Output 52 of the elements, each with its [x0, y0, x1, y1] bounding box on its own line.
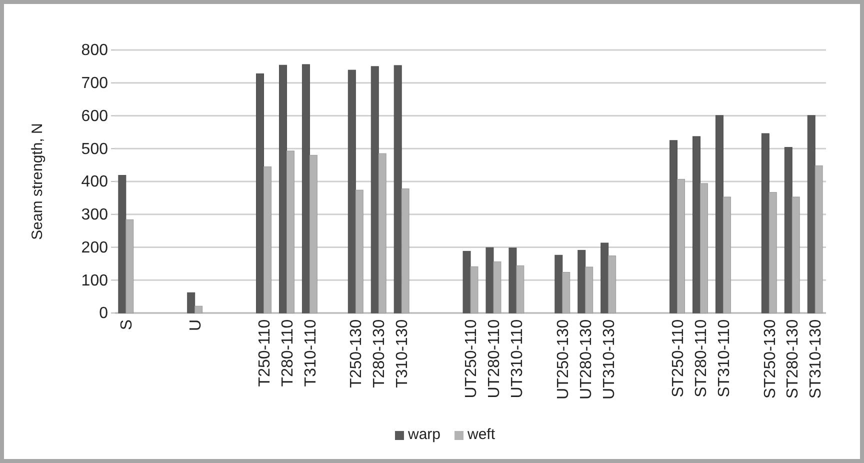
- bar: [784, 147, 792, 314]
- x-tick-label: UT250-130: [554, 319, 572, 400]
- x-tick-label: ST280-110: [692, 319, 710, 398]
- x-tick-label: ST310-130: [808, 319, 825, 399]
- x-tick-label: S: [118, 319, 136, 330]
- x-tick-label: T250-110: [256, 319, 274, 387]
- y-tick-label: 800: [81, 42, 108, 60]
- x-tick-label: UT280-110: [486, 319, 504, 398]
- legend-label: weft: [466, 426, 496, 443]
- bar: [279, 64, 287, 314]
- bar: [394, 65, 402, 314]
- y-axis-title: Seam strength, N: [29, 123, 46, 240]
- x-tick-label: T280-130: [371, 319, 388, 388]
- y-tick-label: 500: [81, 140, 108, 158]
- bar: [370, 66, 379, 314]
- bar: [256, 73, 264, 314]
- y-tick-label: 200: [81, 239, 108, 256]
- x-tick-label: UT310-130: [600, 319, 618, 400]
- bar: [692, 136, 700, 314]
- y-tick-label: 600: [81, 108, 108, 125]
- x-tick-label: T310-130: [394, 319, 412, 388]
- bar: [348, 70, 356, 314]
- x-tick-label: ST280-130: [784, 319, 802, 399]
- legend-label: warp: [406, 426, 440, 443]
- x-tick-label: UT280-130: [578, 319, 595, 400]
- bar: [670, 140, 678, 314]
- bar: [807, 115, 816, 314]
- y-tick-label: 300: [81, 206, 108, 224]
- bar: [187, 292, 196, 314]
- bar: [578, 250, 586, 314]
- x-tick-label: ST310-110: [716, 319, 733, 398]
- bar: [600, 242, 609, 314]
- y-tick-label: 400: [81, 174, 108, 191]
- x-tick-label: ST250-110: [670, 319, 687, 398]
- bar: [715, 115, 724, 314]
- bar: [462, 250, 471, 314]
- x-tick-label: T280-110: [279, 319, 296, 387]
- bar: [554, 254, 563, 314]
- bar: [761, 133, 770, 314]
- x-tick-label: UT310-110: [509, 319, 526, 398]
- x-tick-label: ST250-130: [762, 319, 779, 399]
- x-tick-label: UT250-110: [463, 319, 480, 398]
- y-tick-label: 700: [81, 74, 108, 92]
- y-tick-label: 0: [99, 305, 108, 322]
- x-tick-label: U: [187, 319, 204, 331]
- bar: [302, 64, 310, 314]
- x-tick-label: T310-110: [302, 319, 320, 387]
- bar: [508, 248, 517, 314]
- bar: [486, 247, 494, 314]
- y-tick-label: 100: [81, 272, 108, 290]
- bar: [118, 175, 126, 314]
- x-tick-label: T250-130: [348, 319, 366, 388]
